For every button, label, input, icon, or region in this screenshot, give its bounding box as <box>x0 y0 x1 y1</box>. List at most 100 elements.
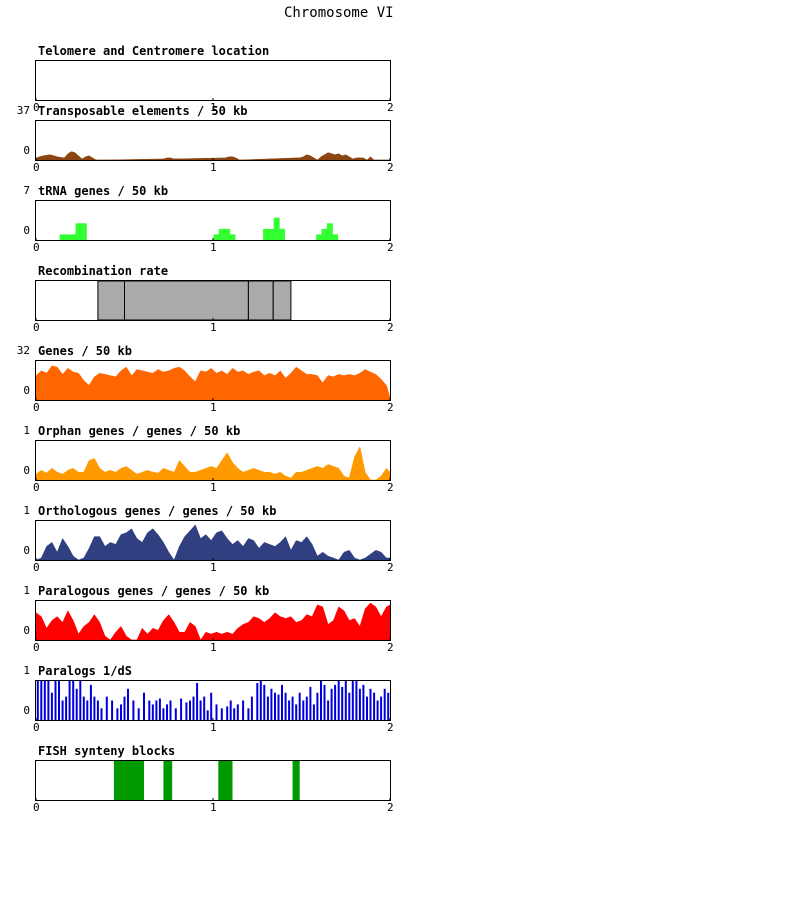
bar <box>323 684 326 720</box>
bar <box>281 684 283 720</box>
bar <box>337 681 340 720</box>
bar <box>305 696 308 720</box>
x-tick-label: 2 <box>387 401 394 414</box>
chart-panel: Paralogous genes / genes / 50 kb 1 0 0 1 2 <box>0 584 800 664</box>
bar <box>158 698 161 720</box>
bar <box>43 681 46 720</box>
bar <box>151 704 154 720</box>
segment-block <box>163 761 173 800</box>
y-max-label: 32 <box>16 344 30 357</box>
bar <box>61 700 64 720</box>
plot-area <box>35 600 391 641</box>
bar <box>116 708 119 720</box>
bar <box>326 223 333 240</box>
chart-title: Orthologous genes / genes / 50 kb <box>38 504 277 518</box>
plot-area <box>35 680 391 721</box>
bar <box>316 692 319 720</box>
bar <box>105 696 108 720</box>
bar <box>256 683 259 720</box>
bar <box>302 700 305 720</box>
bar <box>80 223 87 240</box>
segment-block <box>113 761 144 800</box>
y-min-label: 0 <box>23 704 30 717</box>
bar <box>358 688 361 720</box>
x-tick-label: 1 <box>210 641 217 654</box>
y-max-label: 1 <box>23 504 30 517</box>
y-max-label: 1 <box>23 584 30 597</box>
x-tick-label: 0 <box>33 721 40 734</box>
x-tick-label: 1 <box>210 101 217 114</box>
segment-block <box>124 280 249 321</box>
bar <box>58 681 60 720</box>
bar <box>220 708 223 720</box>
bar <box>100 708 103 720</box>
bar <box>321 228 328 240</box>
area-series <box>35 446 391 481</box>
bar <box>174 708 177 720</box>
x-tick-label: 0 <box>33 321 40 334</box>
x-tick-label: 2 <box>387 561 394 574</box>
bar <box>362 684 365 720</box>
plot-area <box>35 200 391 241</box>
bar <box>380 696 383 720</box>
chart-title: Paralogs 1/dS <box>38 664 132 678</box>
bar <box>351 681 354 720</box>
bar <box>36 681 39 720</box>
bar <box>89 684 92 720</box>
bar <box>169 700 172 720</box>
chart-title: Recombination rate <box>38 264 169 278</box>
area-series <box>35 602 391 641</box>
x-tick-label: 0 <box>33 101 40 114</box>
x-tick-label: 1 <box>210 561 217 574</box>
x-tick-label: 2 <box>387 641 394 654</box>
bar <box>166 704 168 720</box>
plot-area <box>35 760 391 801</box>
bar <box>59 234 66 240</box>
bar <box>263 684 266 720</box>
bar <box>50 692 53 720</box>
chart-title: Orphan genes / genes / 50 kb <box>38 424 241 438</box>
bar <box>274 692 276 720</box>
bar <box>203 696 206 720</box>
bar <box>155 700 158 720</box>
bar <box>259 681 262 720</box>
x-tick-label: 0 <box>33 561 40 574</box>
bar <box>70 234 77 240</box>
bar <box>93 696 96 720</box>
plot-area <box>35 520 391 561</box>
bar <box>376 700 379 720</box>
bar <box>233 708 236 720</box>
bar <box>334 684 337 720</box>
y-min-label: 0 <box>23 144 30 157</box>
plot-frame <box>35 60 391 101</box>
bar <box>242 700 245 720</box>
segment-block <box>292 761 300 800</box>
bar <box>284 692 287 720</box>
bar <box>348 692 351 720</box>
plot-area <box>35 360 391 401</box>
bar <box>268 228 275 240</box>
bar <box>312 704 315 720</box>
chart-panel: Telomere and Centromere location 0 1 2 <box>0 44 800 124</box>
bar <box>279 228 285 240</box>
bar <box>270 688 273 720</box>
bar <box>72 681 75 720</box>
plot-area <box>35 60 391 101</box>
x-tick-label: 2 <box>387 321 394 334</box>
area-series <box>35 524 391 561</box>
bar <box>162 708 165 720</box>
chart-title: tRNA genes / 50 kb <box>38 184 169 198</box>
x-tick-label: 0 <box>33 241 40 254</box>
bar <box>229 234 236 240</box>
bar <box>229 700 232 720</box>
bar <box>148 700 151 720</box>
bar <box>366 696 368 720</box>
bar <box>47 681 50 720</box>
bar <box>137 708 140 720</box>
bar <box>383 688 386 720</box>
bar <box>355 681 358 720</box>
plot-area <box>35 280 391 321</box>
bar <box>64 234 71 240</box>
plot-frame <box>35 680 391 721</box>
x-tick-label: 0 <box>33 641 40 654</box>
